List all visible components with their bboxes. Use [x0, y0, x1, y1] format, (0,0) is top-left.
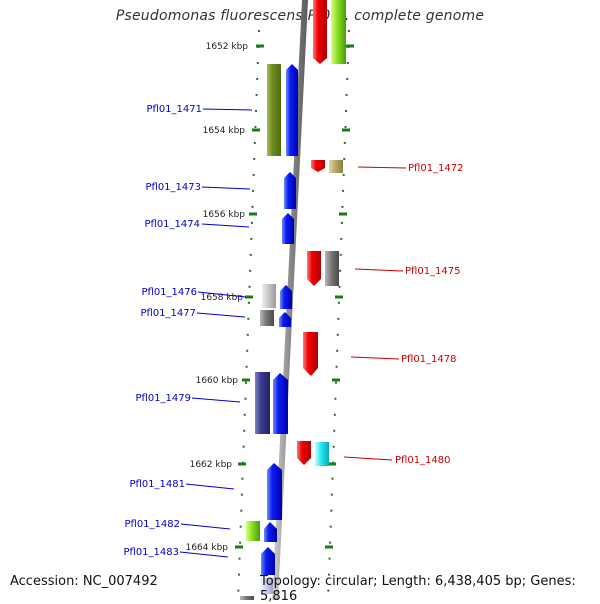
ruler-label: 1664 kbp	[186, 543, 229, 553]
gene-arrow-top-red	[313, 0, 327, 64]
gene-arrow-pfl01-1473	[284, 172, 296, 209]
gene-feature-gray	[260, 310, 274, 326]
gene-label-pfl01-1474: Pfl01_1474	[144, 219, 200, 230]
gene-label-pfl01-1481: Pfl01_1481	[129, 479, 185, 490]
gene-arrow-pfl01-1481	[267, 463, 282, 520]
gene-label-pfl01-1471: Pfl01_1471	[146, 104, 202, 115]
gene-feature-green	[246, 521, 260, 541]
gene-arrow-pfl01-1479	[273, 373, 288, 434]
gene-label-pfl01-1480: Pfl01_1480	[395, 455, 451, 466]
accession-text: Accession: NC_007492	[10, 574, 158, 589]
gene-label-pfl01-1478: Pfl01_1478	[401, 354, 457, 365]
ruler-label: 1652 kbp	[206, 42, 249, 52]
gene-arrow-pfl01-1483	[261, 547, 275, 575]
gene-labels-right: Pfl01_1472 Pfl01_1475 Pfl01_1478 Pfl01_1…	[395, 163, 464, 466]
gene-arrow-pfl01-1482	[264, 522, 277, 542]
gene-arrow-pfl01-1471	[286, 64, 298, 156]
gene-label-pfl01-1476: Pfl01_1476	[141, 287, 197, 298]
gene-arrow-pfl01-1478	[303, 332, 318, 376]
gene-arrow-pfl01-1475	[307, 251, 321, 286]
gene-label-pfl01-1479: Pfl01_1479	[135, 393, 191, 404]
gene-arrow-pfl01-1480	[297, 441, 311, 465]
gene-feature-gray-right	[325, 251, 339, 286]
ruler-labels: 1652 kbp 1654 kbp 1656 kbp 1658 kbp 1660…	[186, 42, 249, 553]
gene-label-pfl01-1472: Pfl01_1472	[408, 163, 464, 174]
gene-feature-lightgray	[262, 284, 276, 308]
genome-title: Pseudomonas fluorescens Pf0-1, complete …	[115, 8, 485, 24]
gene-feature-tan	[329, 160, 343, 173]
gene-label-pfl01-1475: Pfl01_1475	[405, 266, 461, 277]
gene-label-pfl01-1473: Pfl01_1473	[145, 182, 201, 193]
gene-arrow-pfl01-1477	[279, 312, 291, 327]
right-tick-guide	[327, 29, 350, 600]
ruler-label: 1660 kbp	[196, 376, 239, 386]
plus-strand-features	[240, 64, 298, 600]
ruler-label: 1654 kbp	[203, 126, 246, 136]
gene-feature-lavender	[259, 578, 273, 594]
gene-feature-cyan	[315, 442, 329, 466]
ruler-major-ticks	[235, 44, 354, 549]
gene-labels-left: Pfl01_1471 Pfl01_1473 Pfl01_1474 Pfl01_1…	[123, 104, 202, 558]
gene-feature-navy	[255, 372, 270, 434]
label-leaders-right	[343, 166, 407, 461]
gene-arrow-pfl01-1474	[282, 213, 294, 244]
gene-arrow-pfl01-1472	[311, 160, 325, 172]
left-tick-guide	[237, 29, 260, 600]
gene-feature-olive	[267, 64, 281, 156]
gene-arrow-pfl01-1476	[280, 285, 292, 309]
ruler-label: 1662 kbp	[190, 460, 233, 470]
gene-label-pfl01-1482: Pfl01_1482	[124, 519, 180, 530]
gene-feature-dark	[240, 596, 254, 600]
label-leaders-left	[179, 108, 253, 558]
gene-feature-green-top	[331, 0, 346, 64]
ruler-label: 1656 kbp	[203, 210, 246, 220]
gene-label-pfl01-1483: Pfl01_1483	[123, 547, 179, 558]
minus-strand-features	[297, 0, 346, 466]
ruler-label: 1658 kbp	[201, 293, 244, 303]
gene-label-pfl01-1477: Pfl01_1477	[140, 308, 196, 319]
